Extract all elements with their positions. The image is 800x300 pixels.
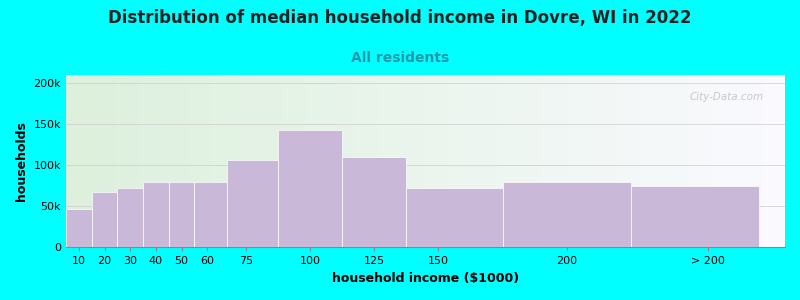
Bar	[502, 182, 631, 247]
Bar	[66, 209, 92, 248]
Bar	[278, 130, 342, 248]
Bar	[143, 182, 169, 247]
Y-axis label: households: households	[15, 121, 28, 201]
Bar	[226, 160, 278, 248]
Bar	[92, 192, 118, 248]
Text: City-Data.com: City-Data.com	[690, 92, 763, 102]
Bar	[342, 157, 406, 248]
Bar	[194, 182, 226, 247]
Bar	[406, 188, 502, 248]
Text: Distribution of median household income in Dovre, WI in 2022: Distribution of median household income …	[108, 9, 692, 27]
Bar	[631, 186, 759, 247]
Bar	[169, 182, 194, 247]
Text: All residents: All residents	[351, 51, 449, 65]
X-axis label: household income ($1000): household income ($1000)	[332, 272, 519, 285]
Bar	[118, 188, 143, 248]
